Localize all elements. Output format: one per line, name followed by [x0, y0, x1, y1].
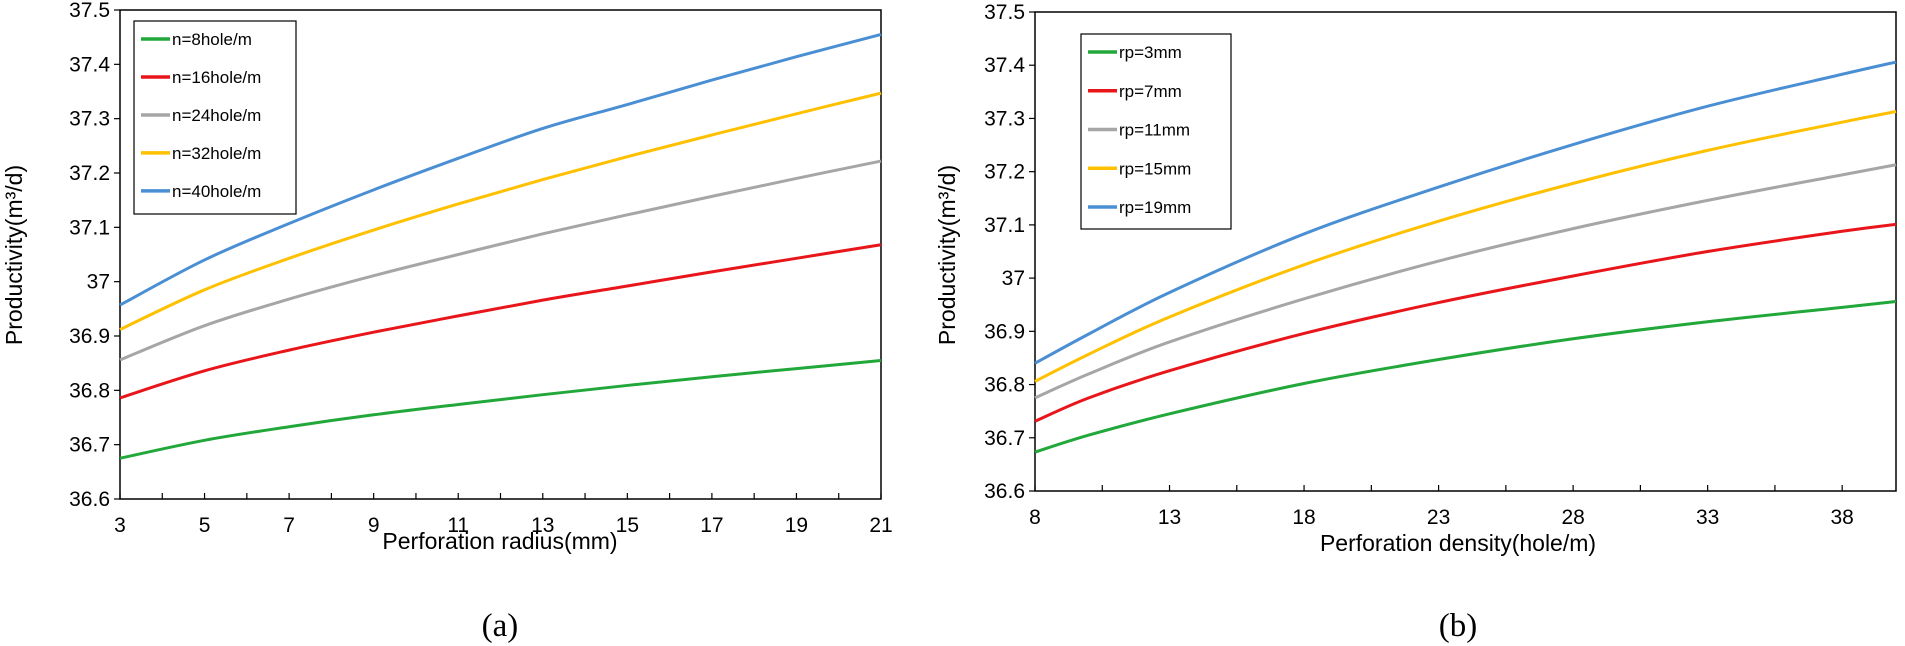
x-tick-label: 18 [1292, 506, 1315, 529]
y-tick-label: 37.3 [984, 107, 1025, 130]
legend-label: n=24hole/m [172, 106, 261, 125]
y-axis-title: Productivity(m³/d) [934, 165, 960, 345]
legend-label: rp=3mm [1119, 43, 1182, 62]
y-tick-label: 37.2 [69, 162, 110, 185]
y-tick-label: 36.7 [984, 427, 1025, 450]
series-line [1034, 300, 1897, 454]
x-tick-label: 7 [283, 514, 295, 537]
legend: n=8hole/m n=16hole/m n=24hole/m n=32hole/m n… [133, 20, 297, 215]
x-tick-label: 13 [531, 514, 554, 537]
legend-box [133, 20, 297, 215]
legend-label: n=40hole/m [172, 182, 261, 201]
series-line [1034, 163, 1897, 400]
x-tick-label: 11 [447, 514, 469, 537]
x-tick-label: 15 [616, 514, 639, 537]
y-tick-label: 37.2 [984, 161, 1025, 184]
x-ticks: 3 5 7 9 11 13 15 17 19 21 [114, 493, 893, 537]
series-line [1034, 60, 1897, 365]
x-tick-label: 3 [114, 514, 126, 537]
series-line [1034, 222, 1897, 423]
x-tick-label: 5 [199, 514, 211, 537]
series-lines [1034, 60, 1897, 454]
series-line [119, 159, 882, 362]
x-tick-label: 21 [869, 514, 892, 537]
x-tick-label: 19 [785, 514, 808, 537]
y-tick-label: 36.6 [984, 480, 1025, 503]
y-tick-label: 37.5 [984, 1, 1025, 24]
x-tick-label: 38 [1831, 506, 1854, 529]
x-tick-label: 28 [1561, 506, 1584, 529]
legend-box [1080, 33, 1232, 230]
x-tick-label: 33 [1696, 506, 1719, 529]
y-tick-label: 36.8 [984, 374, 1025, 397]
series-line [1034, 110, 1897, 383]
series-line [119, 32, 882, 307]
series-line [119, 358, 882, 460]
y-tick-label: 36.6 [69, 488, 110, 511]
y-tick-label: 37 [87, 271, 110, 294]
y-tick-label: 37.1 [984, 214, 1025, 237]
legend: rp=3mm rp=7mm rp=11mm rp=15mm rp=19mm [1080, 33, 1232, 230]
legend-label: rp=15mm [1119, 159, 1191, 178]
y-tick-label: 36.7 [69, 434, 110, 457]
x-axis-title: Perforation density(hole/m) [1320, 530, 1596, 556]
legend-label: rp=7mm [1119, 82, 1182, 101]
x-tick-label: 17 [700, 514, 723, 537]
y-tick-label: 37.4 [984, 54, 1025, 77]
plot-area-border [1034, 11, 1897, 492]
y-tick-label: 37.3 [69, 108, 110, 131]
y-tick-label: 37.5 [69, 0, 110, 22]
series-lines [119, 32, 882, 460]
x-axis-title: Perforation radius(mm) [382, 528, 617, 554]
y-tick-label: 36.9 [984, 320, 1025, 343]
series-line [119, 91, 882, 331]
x-tick-label: 23 [1427, 506, 1450, 529]
chart-panel-b: 36.6 36.7 36.8 36.9 37 37.1 37.2 37.3 37.4 37.5 8… [934, 1, 1897, 644]
series-line [119, 243, 882, 400]
y-ticks: 36.6 36.7 36.8 36.9 37 37.1 37.2 37.3 37.4 37.5 [69, 0, 120, 511]
panel-caption: (b) [1439, 608, 1477, 644]
legend-label: n=16hole/m [172, 68, 261, 87]
y-ticks: 36.6 36.7 36.8 36.9 37 37.1 37.2 37.3 37.4 37.5 [984, 1, 1035, 503]
x-tick-label: 8 [1029, 506, 1041, 529]
x-ticks: 8 13 18 23 28 33 38 [1029, 485, 1854, 529]
y-tick-label: 37.4 [69, 53, 110, 76]
legend-label: n=8hole/m [172, 30, 252, 49]
legend-label: rp=19mm [1119, 198, 1191, 217]
panel-caption: (a) [482, 608, 519, 644]
x-tick-label: 13 [1158, 506, 1181, 529]
y-tick-label: 37.1 [69, 216, 110, 239]
x-tick-label: 9 [368, 514, 380, 537]
y-tick-label: 36.8 [69, 379, 110, 402]
y-tick-label: 37 [1002, 267, 1025, 290]
legend-label: n=32hole/m [172, 144, 261, 163]
legend-label: rp=11mm [1119, 121, 1190, 140]
y-axis-title: Productivity(m³/d) [1, 165, 27, 345]
y-tick-label: 36.9 [69, 325, 110, 348]
